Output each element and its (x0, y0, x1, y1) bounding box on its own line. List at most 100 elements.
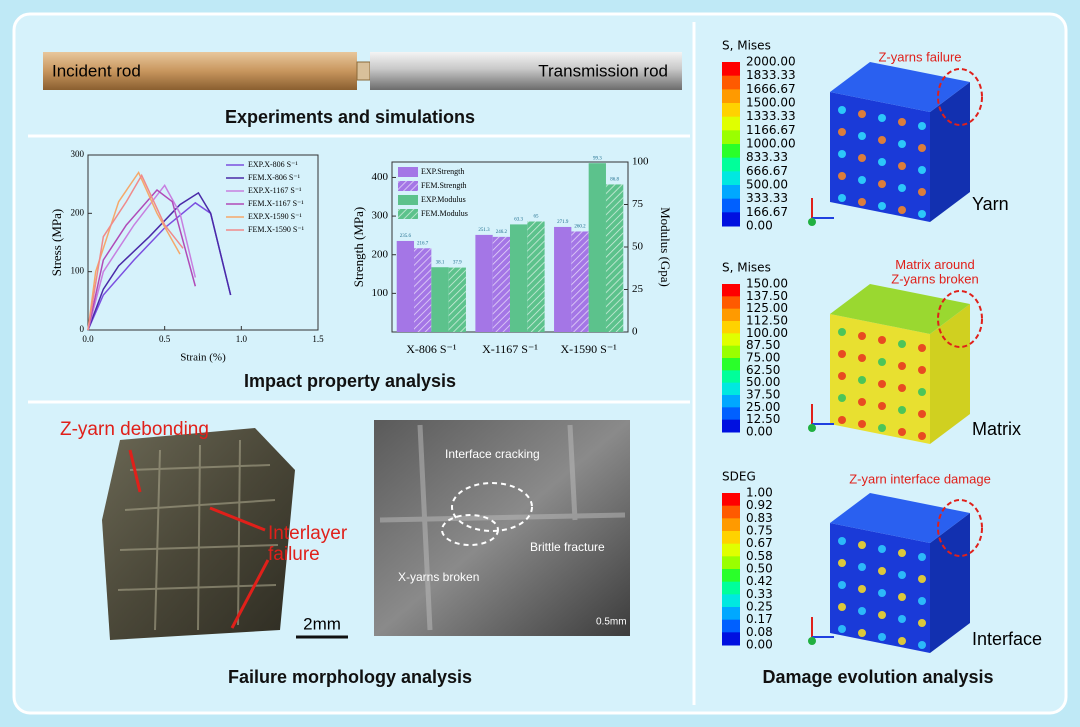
model-spot (838, 416, 846, 424)
model-spot (878, 136, 886, 144)
panel-label: Interface (972, 629, 1042, 649)
contour-level: 125.00 (746, 301, 788, 315)
model-top (830, 284, 970, 334)
model-spot (858, 541, 866, 549)
contour-level: 12.50 (746, 412, 780, 426)
contour-band (722, 632, 740, 646)
annotation: Z-yarns failure (878, 49, 961, 64)
model-spot (838, 150, 846, 158)
contour-level: 1333.33 (746, 109, 796, 123)
model-spot (838, 106, 846, 114)
legend-label: FEM.X-806 S⁻¹ (248, 173, 301, 182)
failure-mark (937, 68, 983, 126)
y2-tick-label: 75 (632, 198, 644, 210)
model-spot (898, 615, 906, 623)
contour-band (722, 171, 740, 186)
contour-level: 100.00 (746, 326, 788, 340)
bar-hatch (492, 236, 510, 332)
model-spot (838, 128, 846, 136)
model-spot (918, 575, 926, 583)
contour-level: 1.00 (746, 486, 773, 500)
arrows (128, 449, 270, 629)
model-spot (858, 607, 866, 615)
contour-level: 50.00 (746, 375, 780, 389)
model-spot (898, 384, 906, 392)
model-spot (858, 176, 866, 184)
value-label: 37.9 (453, 261, 462, 266)
model-spot (838, 372, 846, 380)
model-spot (918, 553, 926, 561)
contour-band (722, 370, 740, 384)
contour-level: 0.42 (746, 574, 773, 588)
model-spot (918, 388, 926, 396)
sem-texture (379, 424, 626, 631)
model-spot (918, 188, 926, 196)
axis-x (808, 218, 816, 226)
x-tick-label: 1.5 (312, 334, 324, 344)
x-tick-label: 1.0 (236, 334, 248, 344)
legend-label: FEM.X-1590 S⁻¹ (248, 225, 305, 234)
model-spot (918, 432, 926, 440)
charts: 0.0 0.5 1.0 1.5 0 100 200 300 Strain (%) Stress (… (49, 149, 673, 363)
model-top (830, 493, 970, 543)
value-label: 38.1 (436, 260, 445, 265)
contour-level: 112.50 (746, 314, 788, 328)
model-spot (898, 428, 906, 436)
model-spot (878, 380, 886, 388)
model-spot (838, 172, 846, 180)
annotation: Matrix around Z-yarns broken (891, 257, 978, 286)
rod-label: Incident rod (52, 61, 141, 80)
contour-band (722, 321, 740, 334)
contour-level: 333.33 (746, 191, 788, 205)
value-label: 99.3 (593, 156, 602, 161)
caption: Experiments and simulations (225, 107, 475, 127)
model-face (930, 82, 970, 222)
contour-level: 0.00 (746, 425, 773, 439)
contour-band (722, 157, 740, 172)
contour-level: 666.67 (746, 164, 788, 178)
y-axis-label: Strength (MPa) (351, 207, 366, 288)
model-spot (898, 162, 906, 170)
value-label: 65 (533, 215, 539, 220)
photo-label: Interlayer failure (268, 523, 348, 565)
contour-band (722, 284, 740, 297)
model-spot (878, 633, 886, 641)
model-spot (858, 354, 866, 362)
legend-label: EXP.X-1167 S⁻¹ (248, 186, 302, 195)
photo-label: Z-yarn debonding (60, 419, 209, 440)
y2-axis-label: Modulus (Gpa) (658, 207, 673, 287)
bar-hatch (448, 267, 466, 332)
curve (87, 173, 184, 331)
contour-band (722, 407, 740, 421)
contour-band (722, 569, 740, 583)
model-spot (898, 571, 906, 579)
contour-band (722, 518, 740, 532)
model-spot (918, 619, 926, 627)
model-spot (918, 166, 926, 174)
model-spot (898, 184, 906, 192)
model-spot (918, 641, 926, 649)
axis-x (808, 424, 816, 432)
model-spot (898, 549, 906, 557)
contour-level: 25.00 (746, 400, 780, 414)
legend-label: FEM.Strength (421, 181, 467, 190)
model-spot (838, 328, 846, 336)
bar-hatch (605, 184, 624, 332)
contour-level: 500.00 (746, 178, 788, 192)
contour-level: 1000.00 (746, 137, 796, 151)
bar-hatch (527, 221, 545, 332)
crack-mark (451, 482, 533, 532)
y-tick-label: 200 (71, 207, 85, 217)
model-spot (878, 180, 886, 188)
contour-band (722, 333, 740, 347)
model-spot (898, 118, 906, 126)
contour-level: 37.50 (746, 388, 780, 402)
y-axis-label: Stress (MPa) (49, 209, 64, 277)
sem-label: X-yarns broken (398, 570, 479, 584)
model-spot (878, 114, 886, 122)
bar (588, 163, 606, 332)
legend-label: FEM.Modulus (421, 209, 468, 218)
contour-band (722, 607, 740, 621)
contour-band (722, 198, 740, 213)
sem-label: Interface cracking (445, 447, 540, 461)
